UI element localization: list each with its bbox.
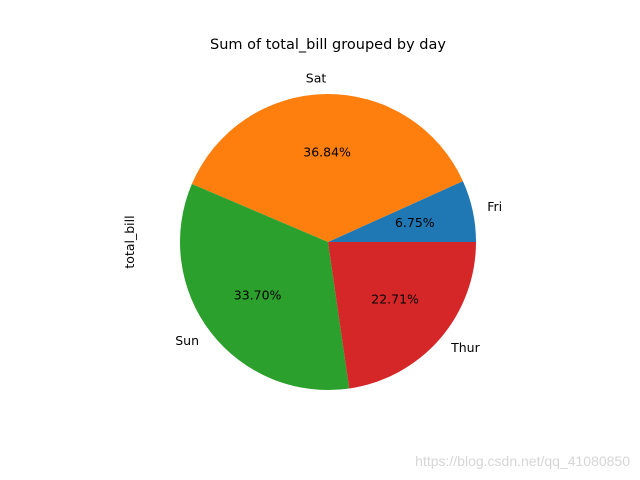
pie-labels: Fri 6.75% Sat 36.84% Sun 33.70% Thur 22.71%	[175, 71, 502, 355]
watermark-text: https://blog.csdn.net/qq_41080850	[415, 453, 630, 469]
y-axis-label: total_bill	[122, 215, 137, 268]
slice-percent-thur: 22.71%	[371, 292, 419, 307]
slice-label-sat: Sat	[306, 71, 327, 86]
slice-label-fri: Fri	[487, 199, 502, 214]
pie-slice-sun	[179, 183, 350, 390]
pie-slice-thur	[328, 242, 476, 389]
slice-percent-fri: 6.75%	[395, 215, 435, 230]
slice-percent-sat: 36.84%	[303, 145, 351, 160]
chart-title: Sum of total_bill grouped by day	[210, 37, 446, 53]
slice-label-thur: Thur	[450, 340, 480, 355]
slice-percent-sun: 33.70%	[234, 288, 282, 303]
slice-label-sun: Sun	[175, 333, 199, 348]
pie-slice-sat	[191, 93, 463, 242]
pie-slices	[179, 93, 476, 390]
pie-slice-fri	[328, 181, 476, 242]
